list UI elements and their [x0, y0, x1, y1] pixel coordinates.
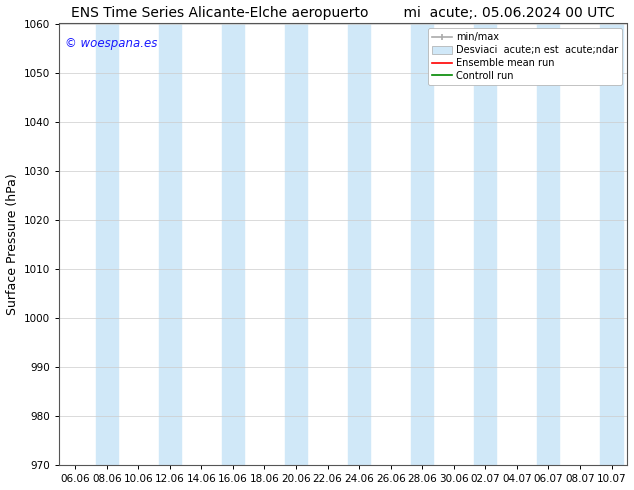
Bar — [474, 24, 496, 465]
Bar — [158, 24, 181, 465]
Bar — [600, 24, 623, 465]
Bar — [222, 24, 244, 465]
Title: ENS Time Series Alicante-Elche aeropuerto        mi  acute;. 05.06.2024 00 UTC: ENS Time Series Alicante-Elche aeropuert… — [72, 5, 615, 20]
Legend: min/max, Desviaci  acute;n est  acute;ndar, Ensemble mean run, Controll run: min/max, Desviaci acute;n est acute;ndar… — [428, 28, 623, 85]
Text: © woespana.es: © woespana.es — [65, 37, 157, 50]
Bar — [285, 24, 307, 465]
Y-axis label: Surface Pressure (hPa): Surface Pressure (hPa) — [6, 173, 18, 316]
Bar — [538, 24, 559, 465]
Bar — [96, 24, 118, 465]
Bar — [411, 24, 433, 465]
Bar — [348, 24, 370, 465]
